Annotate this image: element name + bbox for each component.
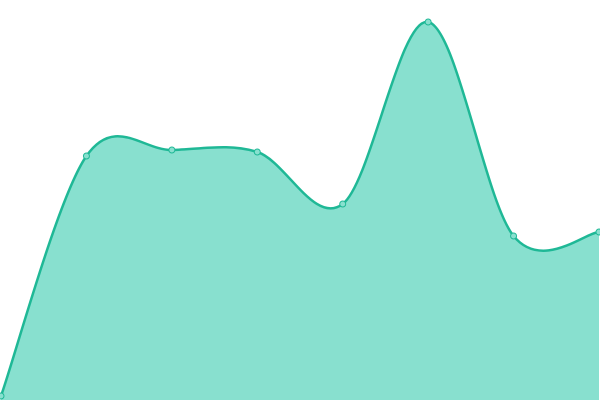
point xyxy=(168,146,176,154)
point xyxy=(595,228,600,236)
point xyxy=(0,392,5,400)
point xyxy=(253,148,261,156)
point xyxy=(424,18,432,26)
point xyxy=(82,152,90,160)
area-fill xyxy=(1,21,599,400)
point xyxy=(510,232,518,240)
point xyxy=(339,200,347,208)
